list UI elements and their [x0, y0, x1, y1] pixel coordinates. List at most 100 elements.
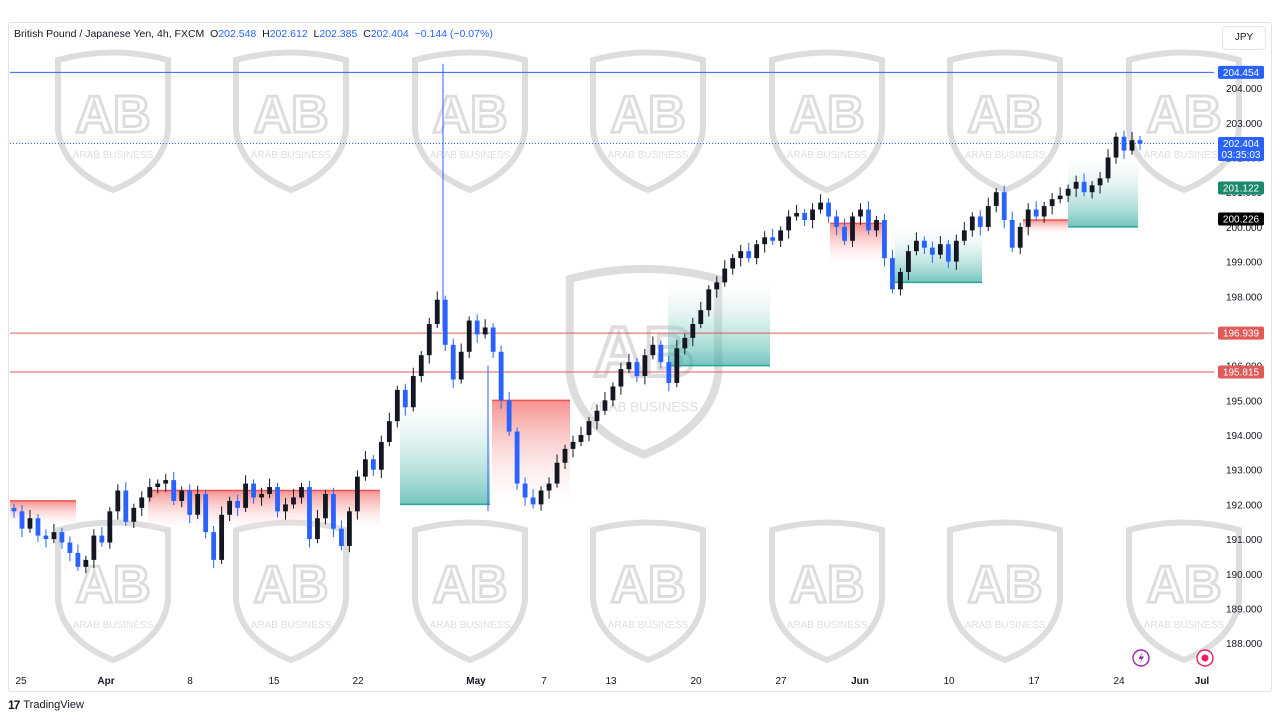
- candle-body: [618, 369, 624, 387]
- support-zone: [668, 282, 770, 366]
- candle-body: [91, 535, 97, 560]
- low-label: L: [313, 28, 320, 40]
- candle-body: [730, 258, 736, 269]
- candle-body: [674, 348, 680, 383]
- candle-body: [171, 480, 177, 501]
- candle-body: [323, 493, 328, 519]
- low-value: 202.385: [319, 28, 358, 40]
- y-tick-label: 199.000: [1226, 258, 1263, 269]
- y-tick-label: 203.000: [1226, 119, 1263, 130]
- candle-body: [99, 535, 105, 543]
- support-tag-bg: [1218, 181, 1264, 195]
- watermark-monogram: AB: [1146, 86, 1221, 144]
- candle-body: [890, 258, 895, 290]
- shield-outline: [947, 49, 1063, 194]
- candle-body: [291, 497, 296, 505]
- y-tick-label: 191.000: [1226, 535, 1263, 546]
- watermark-shield-icon: AB ARAB BUSINESS: [1126, 519, 1242, 664]
- red-line-tag-label: 196.939: [1223, 329, 1260, 340]
- candle-body: [1057, 195, 1063, 200]
- candle-body: [275, 487, 280, 512]
- top-line-tag-label: 204.454: [1223, 68, 1260, 79]
- candle-body: [522, 483, 528, 498]
- watermark-monogram: AB: [967, 556, 1042, 614]
- x-tick-label: 8: [187, 676, 193, 687]
- shield-outline: [233, 49, 349, 194]
- candle-body: [378, 441, 384, 470]
- currency-button[interactable]: JPY: [1222, 26, 1266, 50]
- candle-body: [786, 216, 792, 231]
- candle-body: [219, 514, 225, 560]
- candle-body: [139, 497, 145, 508]
- watermark-text: ARAB BUSINESS: [251, 620, 332, 631]
- chart-frame[interactable]: [8, 22, 1272, 692]
- candle-body: [945, 244, 951, 262]
- candle-body: [802, 213, 807, 220]
- candle-body: [59, 532, 65, 543]
- candle-body: [147, 487, 153, 498]
- candle-body: [929, 247, 935, 255]
- watermark-monogram: AB: [75, 86, 150, 144]
- candle-body: [666, 362, 672, 383]
- watermark-monogram: AB: [1146, 556, 1221, 614]
- candle-body: [1097, 178, 1103, 186]
- y-tick-label: 188.000: [1226, 639, 1263, 650]
- candle-body: [842, 226, 847, 241]
- candle-body: [259, 493, 264, 498]
- record-icon[interactable]: [1196, 649, 1214, 667]
- x-tick-label: Jun: [851, 676, 869, 687]
- candle-body: [578, 435, 584, 442]
- lightning-icon[interactable]: [1132, 649, 1150, 667]
- watermark-text: ARAB BUSINESS: [608, 620, 689, 631]
- candle-body: [211, 532, 217, 560]
- candle-body: [610, 386, 616, 401]
- candle-body: [985, 206, 991, 227]
- candle-body: [1137, 140, 1143, 144]
- candle-body: [474, 320, 480, 335]
- watermark-layer: AB ARAB BUSINESS AB ARAB BUSINESS AB ARAB BUS…: [55, 49, 1242, 664]
- shield-outline: [1126, 519, 1242, 664]
- candle-body: [562, 448, 568, 463]
- candle-body: [1049, 199, 1055, 207]
- resistance-zone: [492, 400, 570, 505]
- candle-body: [115, 490, 121, 512]
- candle-body: [498, 351, 504, 401]
- candle-body: [538, 490, 544, 505]
- candle-body: [251, 483, 256, 498]
- candle-body: [107, 511, 113, 543]
- candle-body: [442, 299, 448, 345]
- shield-outline: [55, 49, 171, 194]
- red-line-tag-bg: [1218, 365, 1264, 379]
- candle-body: [698, 310, 704, 325]
- candle-body: [410, 376, 416, 408]
- candle-body: [594, 410, 600, 422]
- candle-body: [794, 213, 800, 217]
- current-price-tag-bg: [1218, 137, 1264, 162]
- candle-body: [1073, 181, 1079, 189]
- candle-body: [1121, 136, 1127, 151]
- red-line-tag-bg: [1218, 326, 1264, 340]
- close-label: C: [363, 28, 371, 40]
- candle-body: [450, 344, 456, 380]
- candle-body: [283, 504, 288, 512]
- watermark-text: ARAB BUSINESS: [1144, 620, 1225, 631]
- top-line-tag-bg: [1218, 65, 1264, 79]
- candle-body: [961, 230, 967, 241]
- candle-body: [418, 355, 424, 377]
- open-label: O: [210, 28, 219, 40]
- shield-outline: [412, 49, 528, 194]
- x-tick-label: 17: [1028, 676, 1040, 687]
- x-tick-label: 13: [605, 676, 617, 687]
- watermark-monogram: AB: [253, 86, 328, 144]
- candle-body: [1065, 188, 1071, 196]
- current-price-tag-label: 202.404: [1223, 139, 1260, 150]
- candle-body: [993, 192, 999, 207]
- x-axis: 25 Apr 8 15 22 May 7 13 20 27 Jun 10 17 24 Jul: [15, 676, 1209, 687]
- tradingview-logo[interactable]: 17 TradingView: [8, 698, 84, 712]
